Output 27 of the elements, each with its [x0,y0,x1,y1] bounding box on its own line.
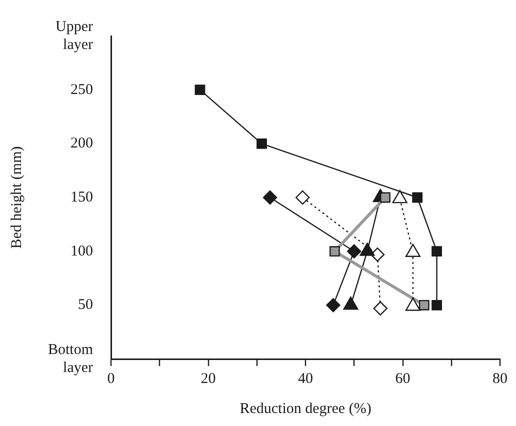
point [326,298,340,312]
point [295,190,310,205]
point [432,246,442,257]
point [412,192,423,203]
x-tick-label: 60 [395,370,410,387]
point [373,301,388,316]
y-tick-label: Bottom layer [48,342,94,376]
x-tick-label: 20 [200,370,216,387]
x-tick-label: 80 [492,370,508,387]
point [418,300,430,310]
x-axis-title: Reduction degree (%) [240,400,372,417]
y-tick-label: 100 [70,243,94,260]
y-tick-label: 200 [70,136,94,152]
point [256,138,267,149]
y-tick-label: 250 [70,82,94,98]
y-tick-label: 150 [70,189,94,206]
x-tick-label: 40 [298,370,314,387]
y-axis-title: Bed height (mm) [8,146,25,249]
y-tick-label: 50 [78,297,94,314]
point [262,190,278,205]
y-tick-label: Upper layer [56,18,94,53]
point [347,244,362,258]
x-tick-label: 0 [107,370,115,387]
point [194,84,206,96]
point [432,300,442,310]
point [380,192,390,203]
point [329,246,340,257]
